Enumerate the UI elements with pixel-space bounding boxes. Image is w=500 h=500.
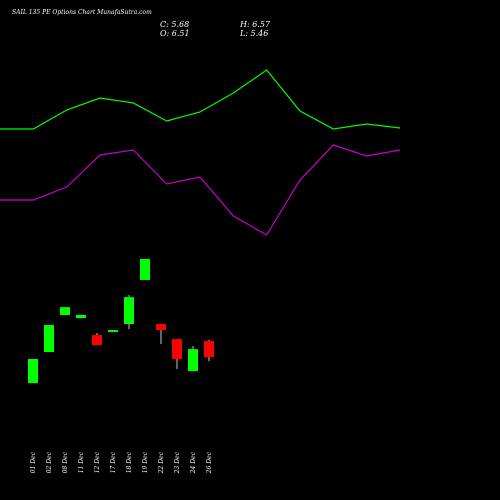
x-tick-label: 02 Dec xyxy=(46,451,53,473)
candle-body xyxy=(108,330,118,332)
x-tick-label: 17 Dec xyxy=(110,451,117,473)
candle-body xyxy=(60,307,70,316)
x-tick-label: 19 Dec xyxy=(142,451,149,473)
chart-title: SAIL 135 PE Options Chart MunafaSutra.co… xyxy=(12,9,152,16)
high-label: H: 6.57 xyxy=(239,20,271,29)
x-tick-label: 12 Dec xyxy=(94,451,101,473)
x-tick-label: 08 Dec xyxy=(62,451,69,473)
close-label: C: 5.68 xyxy=(160,20,189,29)
candle-body xyxy=(28,358,38,384)
candle-body xyxy=(76,315,86,319)
indicator-line xyxy=(0,144,401,236)
indicator-line xyxy=(0,69,401,130)
candle-body xyxy=(172,339,182,359)
x-tick-label: 23 Dec xyxy=(174,451,181,474)
x-tick-label: 26 Dec xyxy=(206,451,213,474)
x-tick-label: 11 Dec xyxy=(78,451,85,473)
low-label: L: 5.46 xyxy=(239,29,268,38)
candle-body xyxy=(44,325,54,353)
x-tick-label: 24 Dec xyxy=(190,451,197,474)
candle-body xyxy=(188,349,198,372)
candle-body xyxy=(124,297,134,325)
candle-body xyxy=(140,258,150,280)
x-tick-label: 01 Dec xyxy=(30,451,37,473)
candle-body xyxy=(204,341,214,358)
candle-body xyxy=(156,324,166,331)
x-tick-label: 18 Dec xyxy=(126,451,133,473)
x-tick-label: 22 Dec xyxy=(158,451,165,474)
open-label: O: 6.51 xyxy=(160,29,190,38)
candle-body xyxy=(92,335,102,346)
